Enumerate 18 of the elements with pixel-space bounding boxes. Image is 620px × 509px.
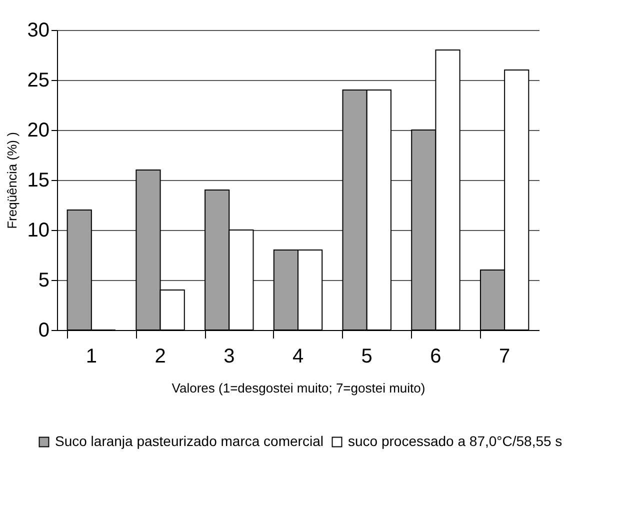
y-tick-label: 20 bbox=[27, 120, 50, 142]
y-tick-label: 25 bbox=[27, 70, 50, 92]
y-tick-label: 0 bbox=[38, 320, 50, 342]
legend-label: suco processado a 87,0°C/58,55 s bbox=[348, 433, 562, 449]
legend-label: Suco laranja pasteurizado marca comercial bbox=[55, 433, 324, 449]
x-tick-label: 3 bbox=[224, 346, 235, 368]
y-axis-title: Freqüência (%) ) bbox=[4, 132, 20, 229]
y-tick-label: 10 bbox=[27, 220, 50, 242]
x-tick-label: 4 bbox=[292, 346, 304, 368]
x-tick-label: 1 bbox=[86, 346, 97, 368]
x-tick-label: 6 bbox=[430, 346, 442, 368]
x-tick-label: 2 bbox=[154, 346, 166, 368]
y-tick-label: 5 bbox=[38, 270, 50, 292]
x-tick-label: 5 bbox=[361, 346, 372, 368]
x-axis-title: Valores (1=desgostei muito; 7=gostei muito) bbox=[172, 380, 426, 396]
x-tick-label: 7 bbox=[499, 346, 510, 368]
y-tick-label: 15 bbox=[27, 170, 50, 192]
y-tick-label: 30 bbox=[27, 20, 50, 42]
